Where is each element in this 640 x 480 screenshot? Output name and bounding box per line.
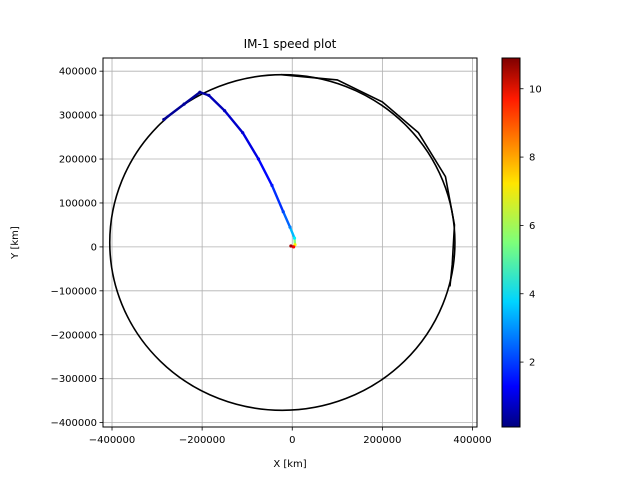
trajectory-segment [162, 102, 186, 121]
x-tick-label: −400000 [89, 435, 136, 446]
orbit-outer-arc [280, 73, 456, 287]
colorbar-ticks: 2 4 6 8 10 [520, 84, 542, 369]
y-tick-label: 100000 [59, 198, 97, 209]
trajectory-point [289, 244, 293, 248]
colorbar-tick-label: 6 [529, 221, 535, 232]
trajectory-point [223, 109, 227, 113]
trajectory-point [182, 102, 186, 106]
trajectory-segment [241, 131, 260, 161]
y-tick-label: −400000 [50, 418, 97, 429]
x-tick-label: 200000 [363, 435, 401, 446]
colorbar [501, 57, 521, 428]
colorbar-tick-label: 4 [529, 289, 535, 300]
trajectory-point [256, 157, 261, 161]
trajectory-point [207, 93, 211, 97]
trajectory-point [288, 225, 292, 229]
trajectory-layer [162, 90, 297, 249]
y-tick-label: 0 [91, 242, 97, 253]
trajectory-segment [282, 210, 292, 229]
colorbar-tick-label: 8 [529, 153, 535, 164]
grid-layer [103, 58, 477, 427]
trajectory-point [270, 183, 274, 187]
trajectory-point [198, 90, 202, 94]
y-tick-label: 300000 [59, 111, 97, 122]
y-tick-label: −300000 [50, 374, 97, 385]
axes-frame [102, 57, 478, 428]
x-tick-label: 400000 [453, 435, 491, 446]
y-axis-label: Y [km] [10, 226, 21, 260]
x-tick-label: −200000 [179, 435, 226, 446]
trajectory-point [241, 131, 245, 135]
trajectory-segment [207, 94, 226, 112]
orbit-ellipse [108, 73, 456, 412]
trajectory-point [162, 117, 166, 122]
trajectory-point [281, 210, 285, 214]
trajectory-point [292, 245, 296, 249]
x-axis-label: X [km] [273, 459, 306, 470]
trajectory-segment [270, 184, 285, 213]
trajectory-segment [223, 109, 244, 134]
tick-layer: −400000 −200000 0 200000 400000 −400000 −30000… [50, 67, 491, 446]
colorbar-tick-label: 2 [529, 358, 535, 369]
trajectory-segment [257, 157, 274, 187]
y-tick-label: 400000 [59, 67, 97, 78]
y-tick-label: 200000 [59, 155, 97, 166]
trajectory-segment [182, 91, 202, 106]
trajectory-segment [288, 225, 296, 240]
colorbar-tick-label: 10 [529, 84, 542, 95]
x-tick-label: 0 [289, 435, 295, 446]
chart-title: IM-1 speed plot [244, 37, 337, 51]
orbit-layer [108, 73, 456, 412]
y-tick-label: −200000 [50, 330, 97, 341]
trajectory-point [292, 236, 297, 240]
y-tick-label: −100000 [50, 286, 97, 297]
